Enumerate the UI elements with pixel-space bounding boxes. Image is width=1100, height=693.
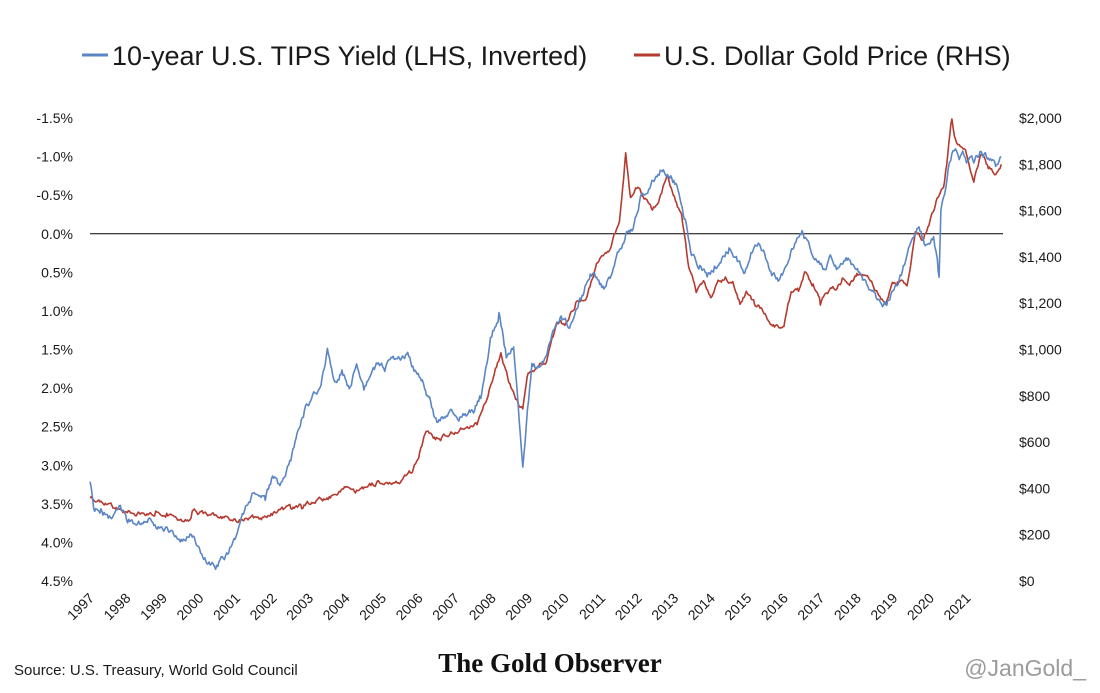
right-tick-label: $200 <box>1019 527 1050 543</box>
x-tick-label: 2017 <box>794 590 827 623</box>
x-tick-label: 2016 <box>758 590 791 623</box>
left-tick-label: 1.0% <box>41 303 73 319</box>
left-tick-label: 2.0% <box>41 380 73 396</box>
left-tick-label: 0.5% <box>41 264 73 280</box>
right-tick-label: $800 <box>1019 388 1050 404</box>
x-axis: 1997 1998 1999 2000 2001 2002 2003 2004 2005 2006… <box>64 590 974 623</box>
x-tick-label: 2004 <box>319 590 352 623</box>
x-tick-label: 2003 <box>283 590 316 623</box>
x-tick-label: 2008 <box>465 590 498 623</box>
right-tick-label: $600 <box>1019 434 1050 450</box>
x-tick-label: 1999 <box>137 590 170 623</box>
left-tick-label: 2.5% <box>41 419 73 435</box>
x-tick-label: 2014 <box>685 590 718 623</box>
right-axis: $2,000 $1,800 $1,600 $1,400 $1,200 $1,000 $800… <box>1019 110 1062 589</box>
x-tick-label: 2020 <box>904 590 937 623</box>
source-note: Source: U.S. Treasury, World Gold Counci… <box>14 662 298 679</box>
left-tick-label: -1.5% <box>36 110 73 126</box>
left-tick-label: 4.5% <box>41 573 73 589</box>
x-tick-label: 2002 <box>246 590 279 623</box>
legend-label-1: 10-year U.S. TIPS Yield (LHS, Inverted) <box>112 41 587 71</box>
left-tick-label: 3.5% <box>41 496 73 512</box>
x-tick-label: 2018 <box>831 590 864 623</box>
series-layer <box>89 118 1002 571</box>
right-tick-label: $1,000 <box>1019 342 1062 358</box>
legend: 10-year U.S. TIPS Yield (LHS, Inverted) U… <box>82 41 1011 71</box>
x-tick-label: 2015 <box>721 590 754 623</box>
right-tick-label: $1,200 <box>1019 295 1062 311</box>
x-tick-label: 2013 <box>648 590 681 623</box>
x-tick-label: 2010 <box>539 590 572 623</box>
x-tick-label: 2007 <box>429 590 462 623</box>
left-axis: -1.5% -1.0% -0.5% 0.0% 0.5% 1.0% 1.5% 2.0% 2.5% 3… <box>36 110 73 589</box>
left-tick-label: 1.5% <box>41 342 73 358</box>
tips-yield-line <box>89 148 1002 571</box>
brand-title: The Gold Observer <box>438 648 662 678</box>
right-tick-label: $0 <box>1019 573 1035 589</box>
x-tick-label: 2006 <box>392 590 425 623</box>
x-tick-label: 2019 <box>867 590 900 623</box>
x-tick-label: 1998 <box>100 590 133 623</box>
x-tick-label: 2011 <box>576 590 609 623</box>
left-tick-label: 3.0% <box>41 457 73 473</box>
right-tick-label: $400 <box>1019 480 1050 496</box>
gold-price-line <box>89 118 1002 524</box>
left-tick-label: 0.0% <box>41 226 73 242</box>
x-tick-label: 2005 <box>356 590 389 623</box>
x-tick-label: 2012 <box>612 590 645 623</box>
left-tick-label: -1.0% <box>36 149 73 165</box>
author-handle: @JanGold_ <box>964 655 1086 681</box>
left-tick-label: -0.5% <box>36 187 73 203</box>
x-tick-label: 2009 <box>502 590 535 623</box>
x-tick-label: 2001 <box>210 590 243 623</box>
right-tick-label: $1,400 <box>1019 249 1062 265</box>
right-tick-label: $1,600 <box>1019 203 1062 219</box>
legend-label-2: U.S. Dollar Gold Price (RHS) <box>664 41 1011 71</box>
right-tick-label: $1,800 <box>1019 156 1062 172</box>
x-tick-label: 2021 <box>940 590 973 623</box>
left-tick-label: 4.0% <box>41 534 73 550</box>
x-tick-label: 2000 <box>173 590 206 623</box>
right-tick-label: $2,000 <box>1019 110 1062 126</box>
x-tick-label: 1997 <box>64 590 97 623</box>
